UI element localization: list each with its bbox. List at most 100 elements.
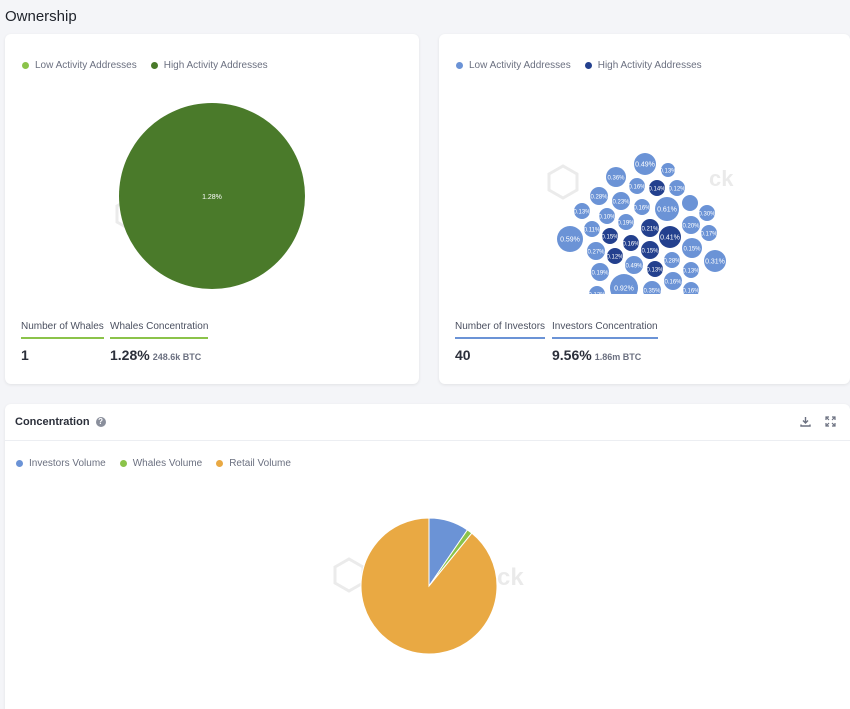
- bubble-label: 0.35%: [643, 289, 661, 295]
- bubble-label: 0.19%: [617, 221, 635, 227]
- low-activity-bubble[interactable]: [599, 208, 615, 224]
- low-activity-bubble[interactable]: [682, 195, 698, 211]
- low-activity-bubble[interactable]: [591, 263, 609, 281]
- low-activity-bubble[interactable]: [669, 180, 685, 196]
- bubble-label: 0.20%: [682, 224, 700, 230]
- bubble-label: 0.15%: [683, 247, 701, 253]
- low-activity-bubble[interactable]: [699, 205, 715, 221]
- investors-legend: Low Activity Addresses High Activity Add…: [456, 60, 716, 71]
- low-activity-bubble[interactable]: [618, 214, 634, 230]
- download-icon[interactable]: [800, 416, 811, 430]
- investors-card: Low Activity Addresses High Activity Add…: [439, 34, 850, 384]
- high-activity-bubble[interactable]: [659, 226, 681, 248]
- bubble-label: 0.27%: [587, 250, 605, 256]
- whale-bubble-label: 1.28%: [202, 194, 222, 201]
- low-activity-bubble[interactable]: [606, 167, 626, 187]
- high-activity-bubble[interactable]: [607, 248, 623, 264]
- low-activity-bubble[interactable]: [701, 225, 717, 241]
- concentration-legend: Investors Volume Whales Volume Retail Vo…: [16, 458, 305, 469]
- expand-icon[interactable]: [825, 416, 836, 430]
- low-activity-bubble[interactable]: [589, 286, 605, 294]
- bubble-label: 0.15%: [601, 235, 619, 241]
- bubble-label: 0.13%: [659, 169, 677, 175]
- stat-value: 40: [455, 347, 471, 363]
- low-activity-bubble[interactable]: [655, 197, 679, 221]
- bubble-label: 0.30%: [698, 212, 716, 218]
- low-activity-bubble[interactable]: [590, 187, 608, 205]
- stat-value-main: 9.56%: [552, 347, 592, 363]
- bubble-label: 0.16%: [622, 242, 640, 248]
- legend-label: Low Activity Addresses: [35, 60, 137, 71]
- low-activity-bubble[interactable]: [634, 199, 650, 215]
- legend-label: Investors Volume: [29, 458, 106, 469]
- bubble-label: 0.31%: [705, 259, 725, 266]
- stat-value: 9.56% 1.86m BTC: [552, 347, 658, 363]
- legend-dot: [16, 460, 23, 467]
- low-activity-bubble[interactable]: [682, 238, 702, 258]
- legend-item-investors-volume[interactable]: Investors Volume: [16, 458, 106, 469]
- bubble-label: 0.16%: [682, 289, 700, 295]
- low-activity-bubble[interactable]: [610, 274, 638, 294]
- bubble-label: 0.13%: [682, 269, 700, 275]
- stat-value: 1.28% 248.6k BTC: [110, 347, 208, 363]
- whale-bubble[interactable]: [119, 103, 305, 289]
- number-of-investors-stat: Number of Investors 40: [455, 321, 546, 363]
- bubble-label: 0.41%: [660, 235, 680, 242]
- legend-item-whales-volume[interactable]: Whales Volume: [119, 458, 202, 469]
- bubble-label: 0.14%: [648, 187, 666, 193]
- low-activity-bubble[interactable]: [704, 250, 726, 272]
- low-activity-bubble[interactable]: [584, 221, 600, 237]
- low-activity-bubble[interactable]: [664, 272, 682, 290]
- bubble-label: 0.21%: [641, 227, 659, 233]
- stat-value-sub: 248.6k BTC: [152, 352, 202, 362]
- stat-value: 1: [21, 347, 29, 363]
- svg-text:ck: ck: [709, 166, 734, 191]
- low-activity-bubble[interactable]: [574, 203, 590, 219]
- low-activity-bubble[interactable]: [664, 252, 680, 268]
- bubble-label: 0.13%: [573, 210, 591, 216]
- bubble-label: 0.11%: [584, 228, 601, 234]
- legend-item-low-activity[interactable]: Low Activity Addresses: [456, 60, 571, 71]
- whales-bubble-chart: ck 1.28%: [115, 103, 305, 289]
- legend-item-low-activity[interactable]: Low Activity Addresses: [22, 60, 137, 71]
- question-circle-icon[interactable]: ?: [95, 417, 106, 427]
- legend-label: High Activity Addresses: [163, 60, 268, 71]
- low-activity-bubble[interactable]: [634, 153, 656, 175]
- low-activity-bubble[interactable]: [612, 192, 630, 210]
- low-activity-bubble[interactable]: [643, 281, 661, 294]
- legend-label: Retail Volume: [229, 458, 291, 469]
- legend-label: Low Activity Addresses: [469, 60, 571, 71]
- bubble-label: 0.12%: [606, 255, 624, 261]
- legend-dot: [150, 62, 158, 69]
- legend-dot: [216, 460, 224, 467]
- low-activity-bubble[interactable]: [661, 163, 675, 177]
- high-activity-bubble[interactable]: [623, 235, 639, 251]
- high-activity-bubble[interactable]: [641, 241, 659, 259]
- bubble-label: 0.28%: [663, 259, 681, 265]
- watermark-logo: ck: [547, 164, 734, 200]
- low-activity-bubble[interactable]: [557, 226, 583, 252]
- high-activity-bubble[interactable]: [647, 261, 663, 277]
- low-activity-bubble[interactable]: [587, 242, 605, 260]
- bubble-label: 0.10%: [598, 215, 616, 221]
- low-activity-bubble[interactable]: [682, 216, 700, 234]
- bubble-label: 0.49%: [625, 264, 643, 270]
- stat-label: Number of Whales: [21, 321, 104, 339]
- pie-slice-retail[interactable]: [360, 517, 498, 655]
- low-activity-bubble[interactable]: [625, 256, 643, 274]
- low-activity-bubble[interactable]: [683, 262, 699, 278]
- legend-item-high-activity[interactable]: High Activity Addresses: [150, 60, 268, 71]
- high-activity-bubble[interactable]: [649, 180, 665, 196]
- legend-dot: [584, 62, 592, 69]
- legend-item-high-activity[interactable]: High Activity Addresses: [584, 60, 702, 71]
- bubble-label: 0.36%: [607, 176, 625, 182]
- investors-bubble-chart: ck 0.49%0.13%0.36%0.16% 0.14% 0.12%0.28%0.…: [547, 153, 734, 295]
- stat-label: Investors Concentration: [552, 321, 658, 339]
- legend-item-retail-volume[interactable]: Retail Volume: [216, 458, 291, 469]
- low-activity-bubble[interactable]: [683, 282, 699, 294]
- low-activity-bubble[interactable]: [629, 178, 645, 194]
- high-activity-bubble[interactable]: [602, 228, 618, 244]
- bubble-label: 0.13%: [646, 268, 664, 274]
- high-activity-bubble[interactable]: [641, 219, 659, 237]
- bubble-label: 0.16%: [633, 206, 651, 212]
